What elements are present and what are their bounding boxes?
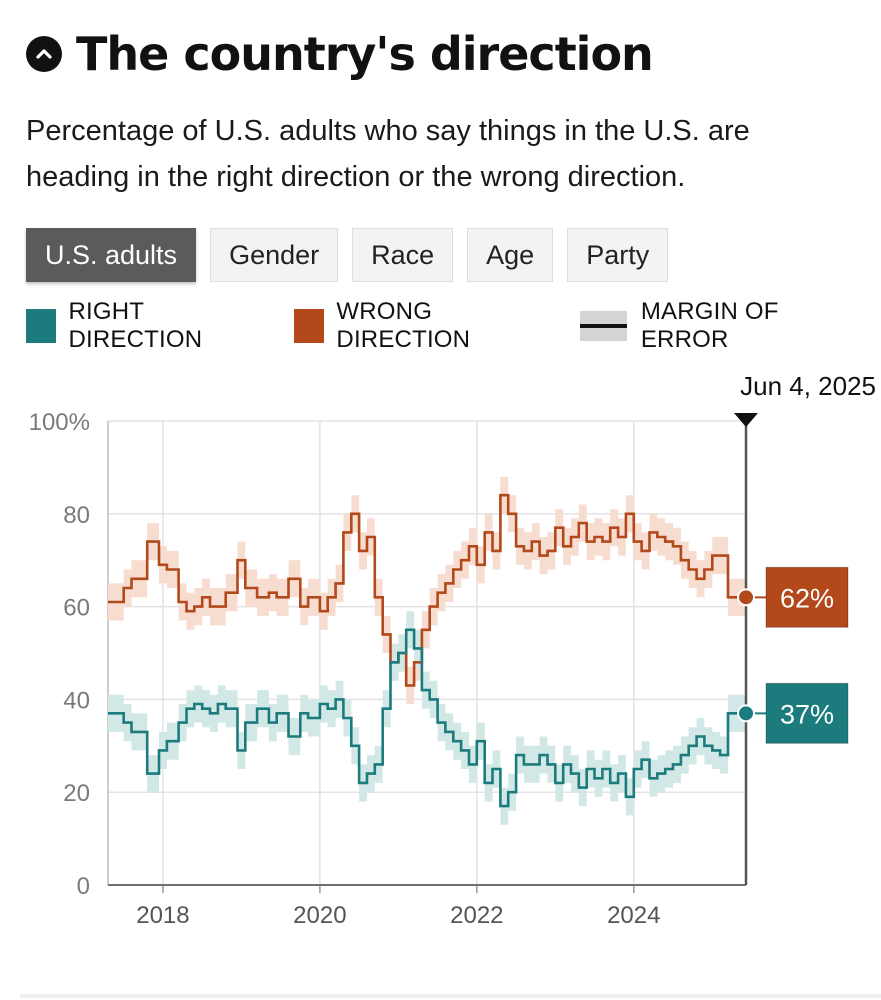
legend-label-right: RIGHT DIRECTION [68,298,203,353]
tab-age[interactable]: Age [467,228,554,282]
title-row: The country's direction [26,22,654,86]
x-tick-label: 2020 [293,902,346,929]
legend-item-right: RIGHT DIRECTION [26,298,262,354]
legend-label-wrong: WRONG DIRECTION [336,298,471,353]
y-tick-label: 80 [63,502,90,529]
legend-swatch-wrong [293,309,325,343]
wrong-callout-value: 62% [780,583,834,613]
y-tick-label: 60 [63,595,90,622]
right-direction-line [108,628,746,808]
legend-item-moe: MARGIN OF ERROR [580,298,849,354]
legend-swatch-moe [580,311,627,341]
wrong-margin-band [108,476,746,704]
date-marker-triangle [734,413,758,427]
y-tick-label: 100% [29,409,90,436]
legend-item-wrong: WRONG DIRECTION [293,298,548,354]
page-title: The country's direction [76,27,654,81]
date-marker-label: Jun 4, 2025 [740,371,876,401]
tab-race[interactable]: Race [352,228,454,282]
right-callout-box [765,682,849,744]
right-end-point [737,704,755,723]
y-tick-label: 0 [77,873,90,900]
y-tick-label: 40 [63,687,90,714]
filter-tabs: U.S. adults Gender Race Age Party [26,228,682,282]
legend-swatch-right [26,309,57,343]
tab-us-adults[interactable]: U.S. adults [26,228,197,282]
x-tick-label: 2022 [450,902,503,929]
wrong-direction-line [108,493,746,687]
wrong-callout-box [765,566,849,628]
chevron-up-icon[interactable] [26,36,62,72]
right-callout-value: 37% [780,699,834,729]
x-tick-label: 2018 [136,902,189,929]
direction-chart: 0 20 40 60 80 100% 2018 2020 2022 2024 Jun 4, 2025… [29,371,876,929]
tab-gender[interactable]: Gender [210,228,339,282]
y-tick-label: 20 [63,780,90,807]
legend-label-moe: MARGIN OF ERROR [640,298,779,353]
tab-party[interactable]: Party [567,228,669,282]
wrong-end-point [737,588,755,607]
x-tick-label: 2024 [607,902,660,929]
divider [20,994,881,998]
chart-legend: RIGHT DIRECTION WRONG DIRECTION MARGIN O… [26,298,881,353]
subtitle: Percentage of U.S. adults who say things… [26,115,750,193]
